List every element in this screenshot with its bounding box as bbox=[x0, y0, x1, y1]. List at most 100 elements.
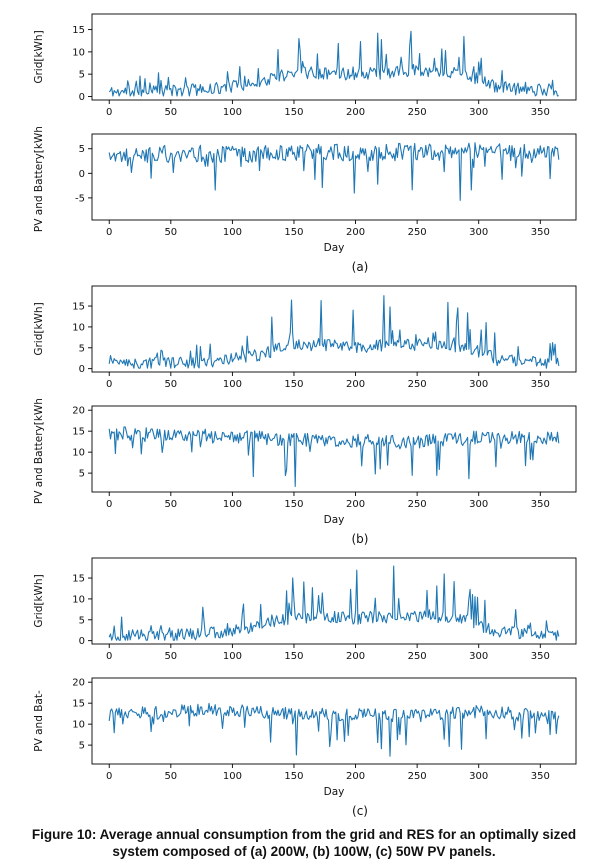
chart-row-b-bottom: 5 10 15 20 0 50 100 150 200 250 300 350 PV and Batte… bbox=[28, 394, 608, 530]
svg-text:150: 150 bbox=[284, 227, 303, 238]
subplot-label-b: (b) bbox=[351, 532, 369, 546]
svg-text:200: 200 bbox=[346, 107, 365, 118]
svg-text:15: 15 bbox=[72, 427, 85, 438]
svg-text:100: 100 bbox=[223, 651, 242, 662]
svg-text:Day: Day bbox=[324, 786, 345, 798]
svg-text:50: 50 bbox=[164, 771, 177, 782]
figure-caption-line1: Figure 10: Average annual consumption fr… bbox=[31, 827, 577, 842]
chart-row-a-top: 0 5 10 15 0 50 100 150 200 250 300 350 Grid[kWh] bbox=[28, 6, 608, 122]
svg-text:200: 200 bbox=[346, 771, 365, 782]
svg-text:5: 5 bbox=[79, 741, 85, 752]
svg-text:15: 15 bbox=[72, 699, 85, 710]
svg-text:10: 10 bbox=[72, 448, 85, 459]
svg-text:0: 0 bbox=[106, 107, 112, 118]
svg-text:150: 150 bbox=[284, 771, 303, 782]
svg-text:100: 100 bbox=[223, 499, 242, 510]
svg-text:350: 350 bbox=[531, 651, 550, 662]
svg-text:Grid[kWh]: Grid[kWh] bbox=[33, 30, 45, 83]
chart-row-a-bottom: -5 0 5 0 50 100 150 200 250 300 350 PV and Battery[… bbox=[28, 122, 608, 258]
svg-text:350: 350 bbox=[531, 499, 550, 510]
figure-caption: Figure 10: Average annual consumption fr… bbox=[6, 826, 602, 866]
svg-text:200: 200 bbox=[346, 379, 365, 390]
svg-text:5: 5 bbox=[79, 343, 85, 354]
svg-text:350: 350 bbox=[531, 107, 550, 118]
svg-text:PV and Bat-: PV and Bat- bbox=[33, 690, 45, 752]
subplot-group-c: 0 5 10 15 0 50 100 150 200 250 300 350 Grid[kWh] 5 10… bbox=[28, 550, 608, 820]
svg-text:PV and Battery[kWh]: PV and Battery[kWh] bbox=[33, 126, 45, 232]
svg-text:350: 350 bbox=[531, 379, 550, 390]
subplot-label-c: (c) bbox=[352, 804, 368, 818]
svg-text:Grid[kWh]: Grid[kWh] bbox=[33, 574, 45, 627]
svg-text:300: 300 bbox=[469, 107, 488, 118]
svg-text:250: 250 bbox=[408, 651, 427, 662]
figure-page: 0 5 10 15 0 50 100 150 200 250 300 350 Grid[kWh] -5 0… bbox=[28, 6, 608, 820]
svg-text:200: 200 bbox=[346, 651, 365, 662]
svg-text:250: 250 bbox=[408, 107, 427, 118]
svg-text:50: 50 bbox=[164, 107, 177, 118]
svg-text:15: 15 bbox=[72, 574, 85, 585]
chart-row-b-top: 0 5 10 15 0 50 100 150 200 250 300 350 Grid[kWh] bbox=[28, 278, 608, 394]
svg-text:300: 300 bbox=[469, 379, 488, 390]
svg-text:50: 50 bbox=[164, 499, 177, 510]
svg-text:Day: Day bbox=[324, 514, 345, 526]
svg-text:5: 5 bbox=[79, 469, 85, 480]
svg-text:5: 5 bbox=[79, 615, 85, 626]
svg-text:300: 300 bbox=[469, 651, 488, 662]
svg-text:0: 0 bbox=[106, 499, 112, 510]
svg-text:PV and Battery[kWh]: PV and Battery[kWh] bbox=[33, 398, 45, 504]
svg-text:0: 0 bbox=[106, 227, 112, 238]
subplot-group-b: 0 5 10 15 0 50 100 150 200 250 300 350 Grid[kWh] 5 10… bbox=[28, 278, 608, 548]
figure-caption-line2: system composed of (a) 200W, (b) 100W, (… bbox=[112, 844, 496, 859]
svg-text:15: 15 bbox=[72, 302, 85, 313]
svg-text:150: 150 bbox=[284, 107, 303, 118]
svg-text:50: 50 bbox=[164, 651, 177, 662]
svg-text:250: 250 bbox=[408, 227, 427, 238]
svg-text:200: 200 bbox=[346, 227, 365, 238]
chart-row-c-bottom: 5 10 15 20 0 50 100 150 200 250 300 350 PV and Bat- D… bbox=[28, 670, 608, 802]
svg-text:100: 100 bbox=[223, 379, 242, 390]
svg-text:300: 300 bbox=[469, 227, 488, 238]
svg-text:0: 0 bbox=[79, 364, 85, 375]
svg-text:0: 0 bbox=[106, 771, 112, 782]
svg-text:5: 5 bbox=[79, 70, 85, 81]
svg-text:0: 0 bbox=[79, 636, 85, 647]
svg-text:0: 0 bbox=[79, 92, 85, 103]
svg-text:10: 10 bbox=[72, 594, 85, 605]
svg-text:-5: -5 bbox=[75, 193, 85, 204]
svg-text:300: 300 bbox=[469, 499, 488, 510]
svg-text:250: 250 bbox=[408, 499, 427, 510]
svg-text:150: 150 bbox=[284, 499, 303, 510]
svg-text:5: 5 bbox=[79, 144, 85, 155]
svg-text:250: 250 bbox=[408, 379, 427, 390]
chart-row-c-top: 0 5 10 15 0 50 100 150 200 250 300 350 Grid[kWh] bbox=[28, 550, 608, 666]
svg-text:10: 10 bbox=[72, 322, 85, 333]
svg-text:100: 100 bbox=[223, 107, 242, 118]
svg-text:150: 150 bbox=[284, 651, 303, 662]
svg-text:250: 250 bbox=[408, 771, 427, 782]
svg-text:Day: Day bbox=[324, 242, 345, 254]
svg-text:350: 350 bbox=[531, 771, 550, 782]
svg-text:0: 0 bbox=[106, 651, 112, 662]
svg-text:10: 10 bbox=[72, 47, 85, 58]
svg-text:10: 10 bbox=[72, 720, 85, 731]
svg-text:20: 20 bbox=[72, 406, 85, 417]
svg-text:200: 200 bbox=[346, 499, 365, 510]
svg-text:0: 0 bbox=[106, 379, 112, 390]
svg-text:150: 150 bbox=[284, 379, 303, 390]
svg-text:350: 350 bbox=[531, 227, 550, 238]
svg-text:50: 50 bbox=[164, 227, 177, 238]
svg-text:50: 50 bbox=[164, 379, 177, 390]
svg-text:100: 100 bbox=[223, 227, 242, 238]
svg-text:0: 0 bbox=[79, 169, 85, 180]
svg-text:Grid[kWh]: Grid[kWh] bbox=[33, 302, 45, 355]
svg-text:300: 300 bbox=[469, 771, 488, 782]
subplot-group-a: 0 5 10 15 0 50 100 150 200 250 300 350 Grid[kWh] -5 0… bbox=[28, 6, 608, 276]
svg-text:20: 20 bbox=[72, 678, 85, 689]
svg-text:15: 15 bbox=[72, 25, 85, 36]
